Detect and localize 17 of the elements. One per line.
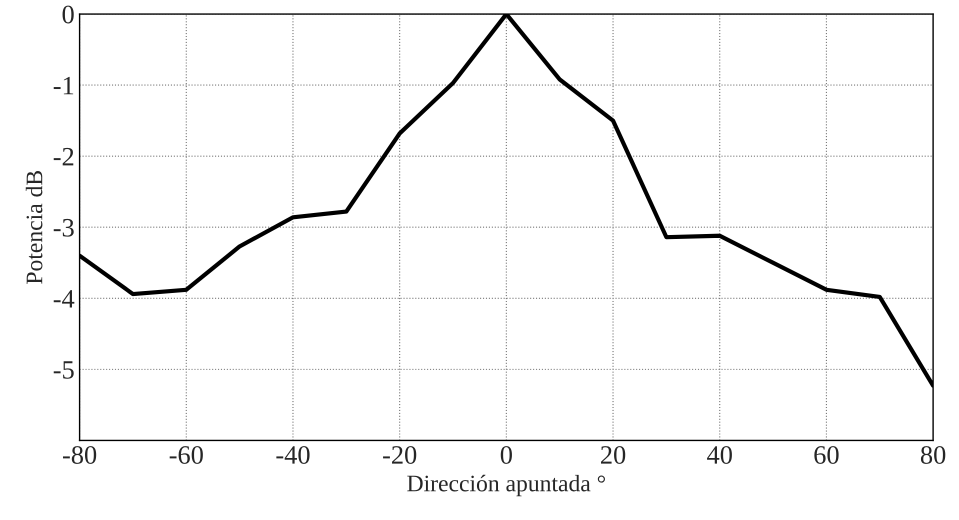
y-tick-label: -4 (54, 290, 74, 308)
x-tick-label: -20 (383, 446, 416, 464)
x-tick-label: -60 (170, 446, 203, 464)
y-tick-label: -3 (54, 218, 74, 237)
x-tick-label: 80 (920, 446, 946, 464)
y-axis-title: Potencia dB (26, 171, 42, 284)
x-tick-label: 20 (601, 446, 626, 464)
x-tick-label: 40 (707, 446, 732, 464)
y-tick-label: -5 (54, 361, 74, 379)
y-tick-label: 0 (62, 6, 74, 24)
x-tick-label: -80 (62, 446, 96, 464)
y-tick-label: -2 (54, 148, 74, 166)
y-tick-label: -1 (54, 76, 74, 94)
x-tick-label: -40 (276, 446, 310, 464)
x-tick-label: 0 (500, 446, 512, 464)
x-axis-title: Dirección apuntada ° (407, 474, 605, 496)
x-tick-label: 60 (814, 446, 839, 464)
